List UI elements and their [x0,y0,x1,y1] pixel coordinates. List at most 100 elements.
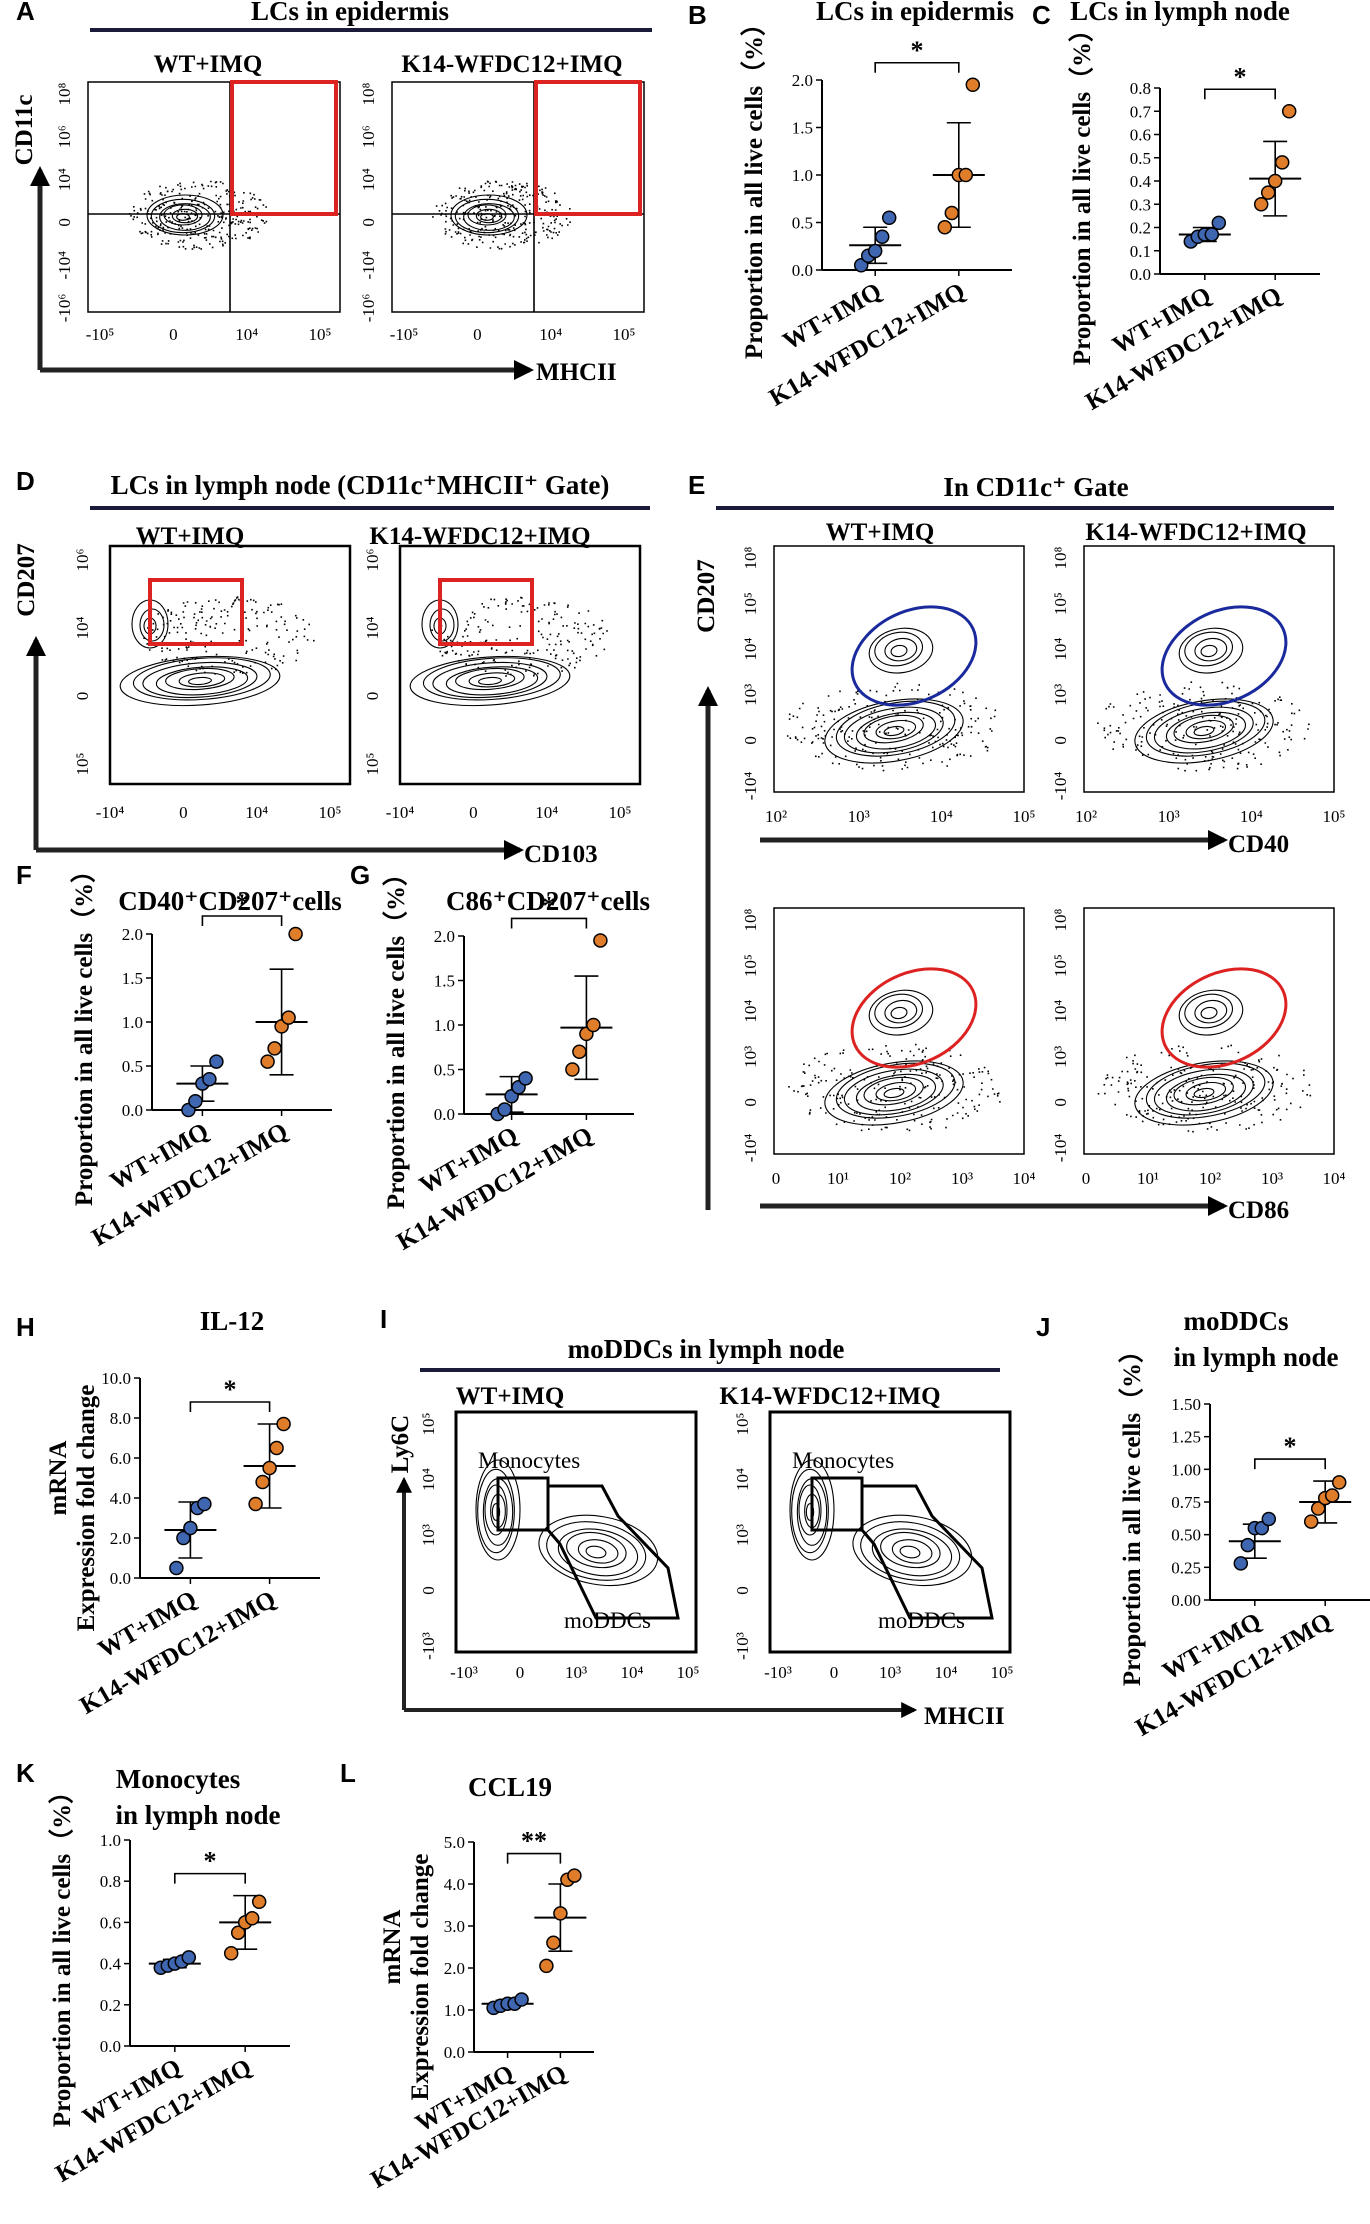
panel-B-title: LCs in epidermis [816,0,1014,26]
panel-J-ytick-label: 0.25 [1171,1558,1201,1577]
panel-C-chart: LCs in lymph node 0.0 0.1 0.2 0.3 0.4 0.5 0.6 0.… [1067,0,1320,416]
panel-I-plot-frame [768,1410,1012,1654]
panel-A-ytick: -10⁴ [55,251,74,280]
panel-I-ytick: 10³ [733,1524,752,1546]
panel-L-point [546,1935,561,1951]
density-contour [146,194,224,236]
panel-G-ytick-label: 1.5 [434,972,455,991]
density-contour [860,1521,961,1581]
event-dots [1097,1044,1312,1133]
panel-K-chart: Monocytes in lymph node 0.0 0.2 0.4 0.6 0.8 1.0… [47,1764,290,2188]
panel-J-point [1240,1537,1256,1553]
density-contour [843,706,944,754]
panel-C-ylabel: Proportion in all live cells（%） [1067,17,1096,365]
panel-letter-F: F [16,860,32,890]
panel-I-title: moDDCs in lymph node [568,1334,845,1364]
panel-letter-K: K [16,1758,35,1788]
panel-K-ytick-label: 0.6 [100,1913,121,1932]
panel-J-point [1324,1488,1340,1503]
panel-L-point [553,1906,568,1921]
panel-I-ytick: 10⁴ [419,1468,438,1491]
panel-C-ytick-label: 0.6 [1130,126,1151,145]
panel-D-xtick: -10⁴ [386,803,415,822]
panel-C-ytick-label: 0.1 [1130,242,1151,261]
panel-letter-B: B [688,0,707,30]
panel-J-ytick-label: 1.25 [1171,1428,1201,1447]
panel-C-ytick-label: 0.7 [1130,102,1152,121]
panel-C-point [1211,215,1227,231]
panel-E-ytick: 10³ [741,684,760,706]
density-contour [178,672,226,688]
density-contour [1165,1073,1247,1112]
density-contour [874,993,924,1029]
panel-B-ytick-label: 1.0 [792,166,813,185]
panel-L-sig-star: ** [521,1827,547,1856]
panel-H-ylabel2: mRNA [45,1441,72,1516]
density-contour [477,1468,515,1554]
density-contour [884,637,918,662]
panel-K-sig-bracket [174,1872,246,1884]
panel-D-title: LCs in lymph node (CD11c⁺MHCII⁺ Gate) [111,470,610,500]
panel-F-point [202,1071,217,1087]
panel-I-gate-label-moddcs: moDDCs [878,1608,965,1633]
panel-B-point [958,167,974,183]
panel-E-xtick: 10³ [848,807,870,826]
panel-C-ytick-label: 0.5 [1130,149,1151,168]
density-contour [484,1484,508,1536]
panel-J-ytick-label: 0.50 [1171,1526,1201,1545]
panel-G-point [572,1044,587,1059]
panel-E-ytick: 10³ [1051,1046,1070,1068]
panel-D-xlabel: CD103 [524,841,598,868]
density-contour [1134,1060,1274,1126]
panel-E-ylabel: CD207 [693,559,720,633]
panel-E-ytick: -10⁴ [741,772,760,801]
panel-H-point [255,1474,270,1490]
density-contour [491,1503,501,1521]
density-contour [585,1545,607,1559]
panel-C-point [1267,173,1283,189]
panel-H-ytick-label: 6.0 [110,1449,131,1468]
panel-E-ytick: 10³ [741,1046,760,1068]
panel-K-point [181,1950,197,1965]
density-contour [875,1081,917,1102]
panel-E-ytick: 10⁴ [741,1000,760,1023]
panel-letter-J: J [1036,1312,1050,1342]
panel-B-sig-star: * [911,36,924,65]
panel-I-xtick: 10³ [565,1663,587,1682]
density-contour [468,672,516,688]
panel-I-gate-label-monocytes: Monocytes [478,1448,580,1473]
panel-B-ytick-label: 0.5 [792,214,813,233]
panel-J-sig-star: * [1284,1432,1297,1461]
panel-H-point [169,1560,184,1576]
panel-C-ytick-label: 0.4 [1130,172,1152,191]
panel-D-gate-box [438,578,534,646]
panel-letter-I: I [380,1304,387,1334]
panel-E-xlabel-bottom: CD86 [1228,1197,1289,1224]
density-contour [445,666,539,696]
panel-G-ytick-label: 0.0 [434,1105,455,1124]
density-contour [1134,698,1274,764]
panel-D-ytick: 0 [73,692,92,701]
panel-B-point [881,210,897,225]
panel-E-ytick: 10⁴ [741,638,760,661]
density-contour [478,676,502,686]
panel-E-ytick: 10⁵ [1051,954,1070,977]
panel-F-ytick-label: 0.5 [122,1057,143,1076]
panel-E-xtick: 10¹ [1137,1169,1159,1188]
density-contour [422,657,561,701]
panel-H-ytick-label: 4.0 [110,1489,131,1508]
panel-L-ytick-label: 1.0 [444,2001,465,2020]
panel-I-ytick: 10⁵ [419,1412,438,1435]
panel-A-xtick: 10⁵ [613,325,636,344]
panel-A-ytick: 10⁴ [359,168,378,191]
panel-D-ytick: 0 [363,692,382,701]
density-contour [890,644,908,658]
density-contour [475,1459,521,1561]
panel-H-sig-star: * [224,1375,237,1404]
panel-E-ytick: 0 [741,736,760,745]
panel-G-point [586,1017,601,1033]
panel-J-chart: moDDCs in lymph node 0.00 0.25 0.50 0.75 1.00 1… [1117,1306,1370,1742]
panel-E-xtick: 10³ [951,1169,973,1188]
panel-F-ytick-label: 1.0 [122,1013,143,1032]
panel-E-xtick: 10⁵ [1013,807,1036,826]
